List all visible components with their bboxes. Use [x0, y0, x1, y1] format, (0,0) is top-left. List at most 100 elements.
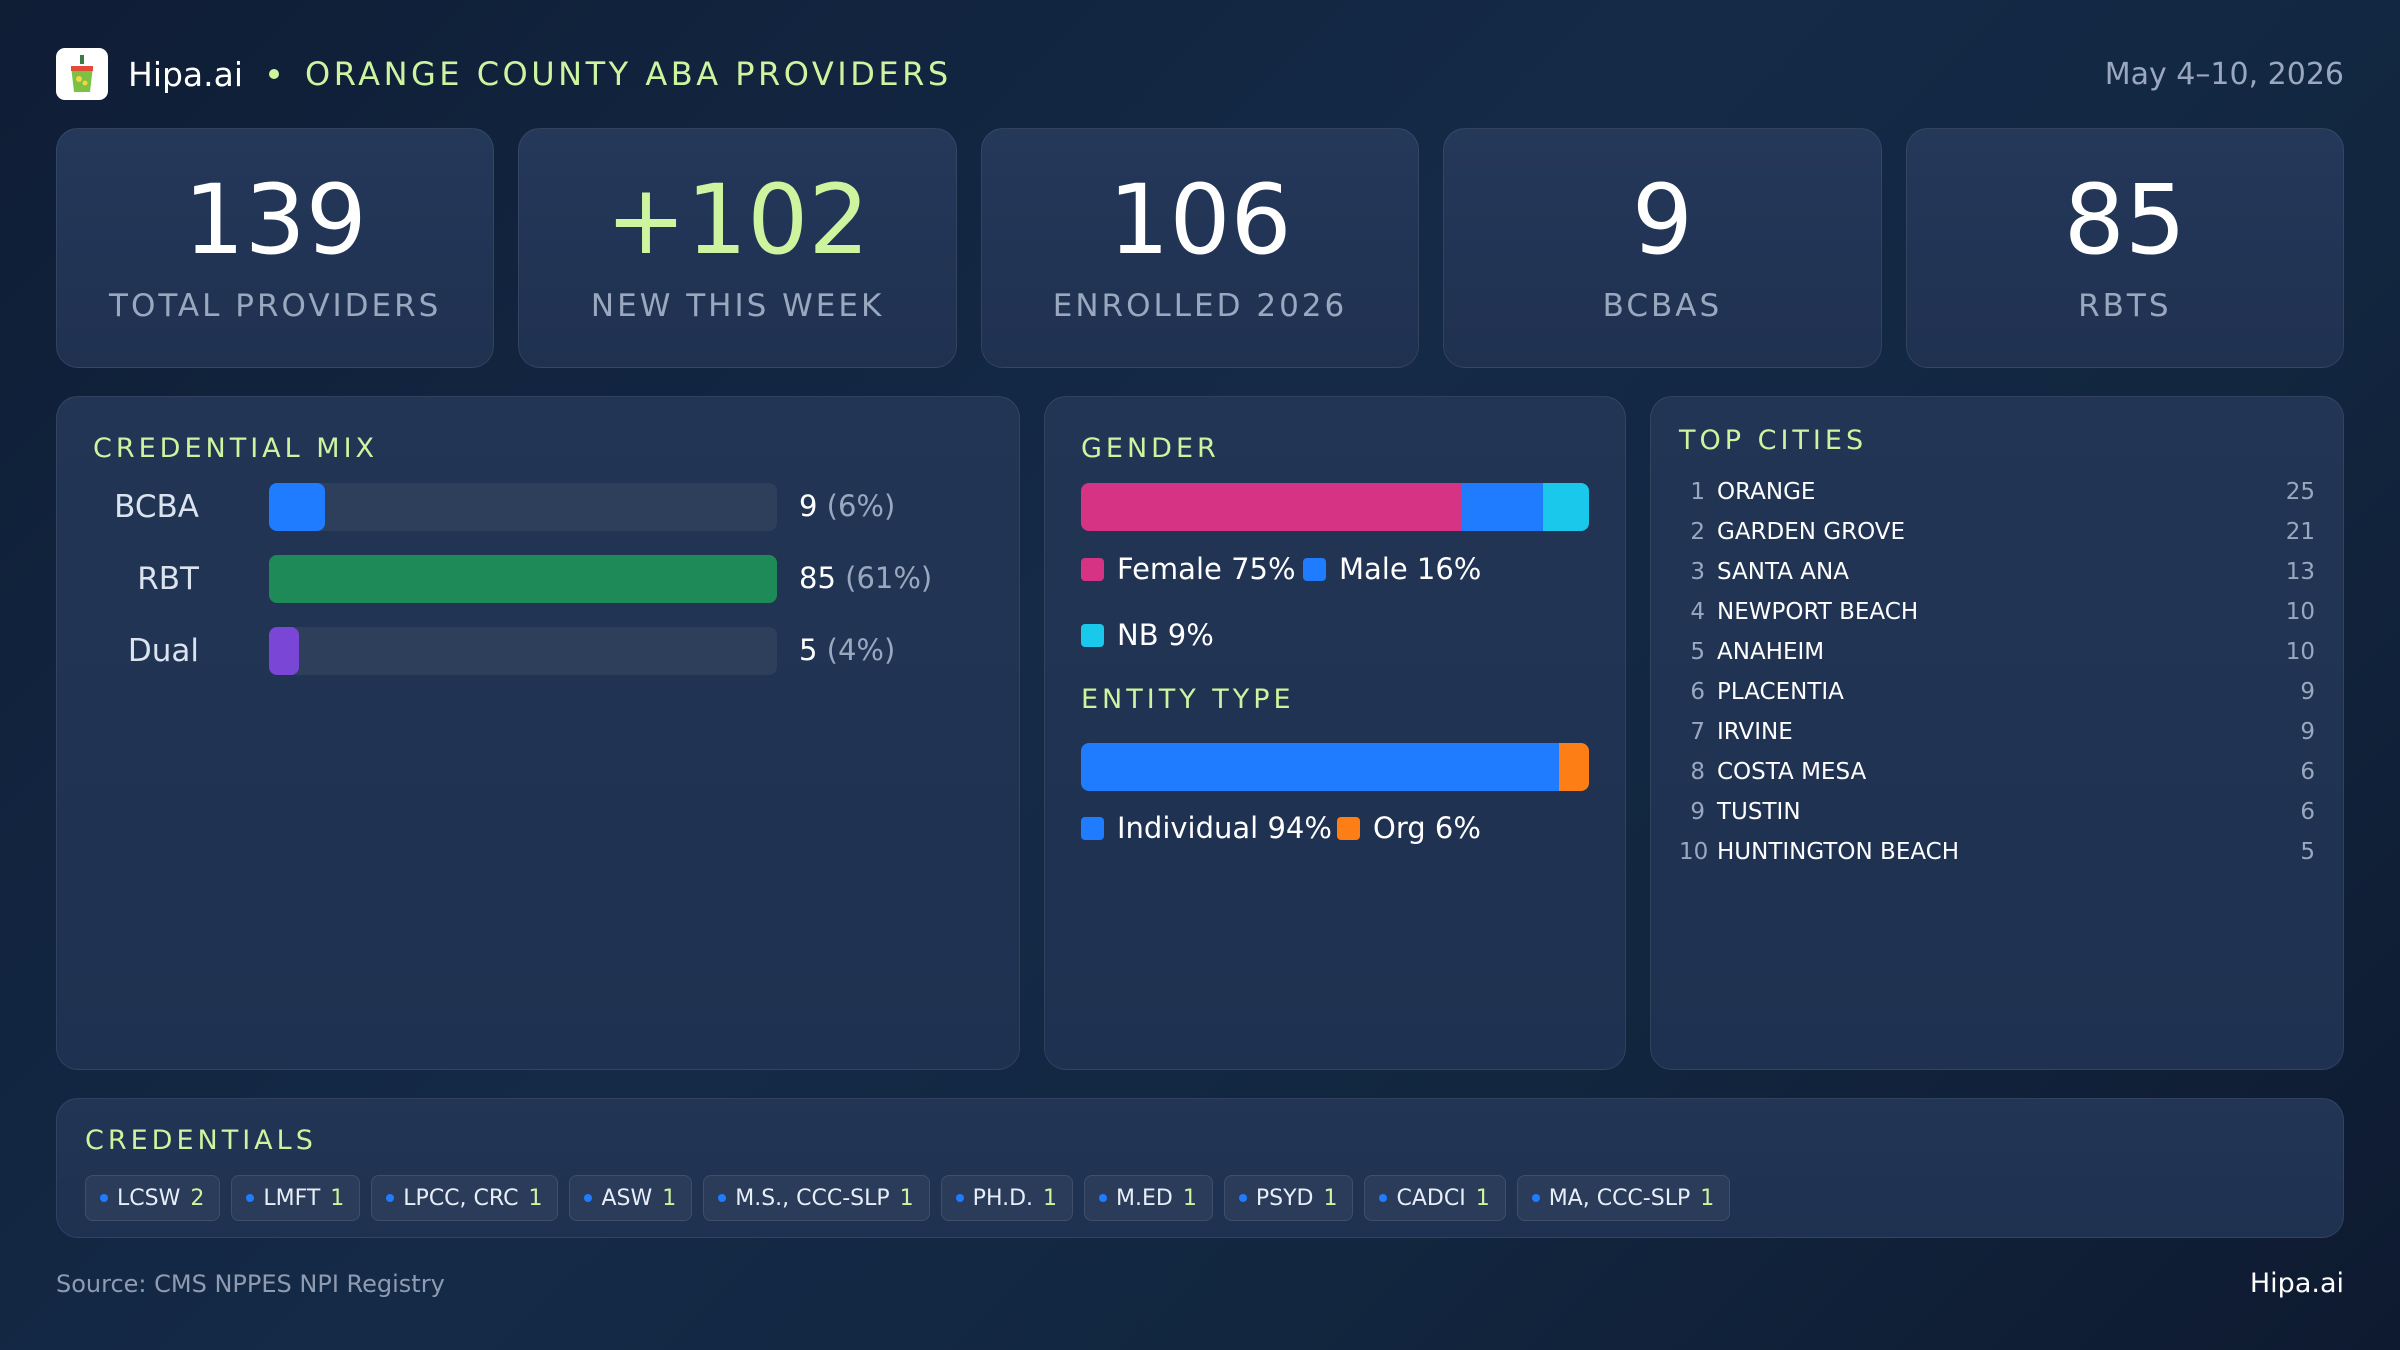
legend-label: Org 6%: [1373, 811, 1481, 845]
chip-count: 1: [662, 1185, 677, 1211]
kpi-rbts: 85 RBTS: [1905, 128, 2345, 368]
top-cities-panel: TOP CITIES 1 ORANGE 25 2 GARDEN GROVE 21 3 SA…: [1650, 396, 2344, 1070]
footer-brand: Hipa.ai: [2249, 1268, 2344, 1299]
chip-count: 1: [1700, 1185, 1715, 1211]
credential-percent: (61%): [845, 561, 933, 595]
chip-name: LMFT: [263, 1185, 321, 1211]
chip-name: PSYD: [1255, 1185, 1314, 1211]
legend-swatch: [1303, 557, 1326, 581]
chip-dot-icon: [1531, 1194, 1540, 1202]
city-row: 8 COSTA MESA 6: [1679, 759, 2315, 799]
kpi-label: TOTAL PROVIDERS: [109, 288, 442, 324]
credential-chip: ASW 1: [569, 1175, 693, 1221]
city-row: 1 ORANGE 25: [1679, 479, 2315, 519]
bar-track: [269, 627, 777, 675]
chip-dot-icon: [1099, 1194, 1108, 1202]
chip-count: 1: [330, 1185, 345, 1211]
credential-name: Dual: [127, 633, 199, 669]
legend-label: Female 75%: [1117, 552, 1296, 586]
kpi-bcbas: 9 BCBAS: [1443, 128, 1882, 368]
credential-count: 9: [799, 489, 818, 523]
panel-title: CREDENTIALS: [85, 1125, 317, 1156]
city-row: 3 SANTA ANA 13: [1679, 559, 2315, 599]
city-row: 5 ANAHEIM 10: [1679, 639, 2315, 679]
drink-logo-icon: [56, 48, 108, 100]
credentials-panel: CREDENTIALS LCSW 2 LMFT 1 LPCC, CRC 1 ASW 1 …: [56, 1098, 2344, 1238]
city-rank: 4: [1690, 599, 1705, 625]
credential-chip: LMFT 1: [231, 1175, 361, 1221]
credential-chip: PH.D. 1: [940, 1175, 1074, 1221]
panel-title: TOP CITIES: [1679, 425, 1868, 456]
gender-segment-female: [1081, 483, 1462, 531]
credential-percent: (4%): [826, 633, 896, 667]
credential-count: 5: [799, 633, 818, 667]
city-name: PLACENTIA: [1717, 679, 1844, 705]
city-name: SANTA ANA: [1717, 559, 1849, 585]
page-title: ORANGE COUNTY ABA PROVIDERS: [305, 55, 952, 93]
kpi-label: RBTS: [2078, 288, 2172, 324]
city-rank: 5: [1690, 639, 1705, 665]
gender-stacked-bar: [1081, 483, 1589, 531]
chip-count: 1: [1323, 1185, 1338, 1211]
city-count: 21: [2285, 519, 2315, 545]
city-name: GARDEN GROVE: [1717, 519, 1906, 545]
credential-name: BCBA: [114, 489, 199, 525]
city-row: 9 TUSTIN 6: [1679, 799, 2315, 839]
city-count: 6: [2300, 799, 2315, 825]
city-row: 2 GARDEN GROVE 21: [1679, 519, 2315, 559]
chip-name: CADCI: [1396, 1185, 1466, 1211]
chip-name: PH.D.: [972, 1185, 1034, 1211]
chip-dot-icon: [100, 1194, 108, 1202]
chip-dot-icon: [955, 1194, 964, 1202]
chip-count: 1: [528, 1185, 543, 1211]
chip-count: 1: [1043, 1185, 1058, 1211]
credential-bars: BCBA 9 (6%) RBT 85 (61%) Dual 5 (4%): [113, 483, 1021, 683]
legend-label: Individual 94%: [1117, 811, 1332, 845]
credential-count: 85: [799, 561, 836, 595]
credential-chip: MA, CCC-SLP 1: [1516, 1175, 1731, 1221]
kpi-label: BCBAS: [1602, 288, 1723, 324]
city-rank: 6: [1690, 679, 1705, 705]
city-rank: 1: [1690, 479, 1705, 505]
gender-segment-nb: [1543, 483, 1589, 531]
entity-segment-org: [1558, 743, 1589, 791]
kpi-row: 139 TOTAL PROVIDERS +102 NEW THIS WEEK 1…: [56, 128, 2345, 368]
kpi-value: +102: [605, 164, 870, 276]
city-count: 9: [2300, 679, 2315, 705]
kpi-label: ENROLLED 2026: [1052, 288, 1348, 324]
legend-org: Org 6%: [1337, 811, 1481, 845]
credential-chip: CADCI 1: [1364, 1175, 1506, 1221]
credential-row-dual: Dual 5 (4%): [113, 627, 1021, 675]
credential-mix-panel: CREDENTIAL MIX BCBA 9 (6%) RBT 85 (61%) …: [56, 396, 1020, 1070]
legend-individual: Individual 94%: [1081, 811, 1332, 845]
city-rank: 8: [1690, 759, 1705, 785]
city-count: 13: [2285, 559, 2315, 585]
credential-chip: M.S., CCC-SLP 1: [703, 1175, 930, 1221]
bar-track: [269, 555, 777, 603]
entity-type-title: ENTITY TYPE: [1081, 684, 1295, 715]
city-row: 7 IRVINE 9: [1679, 719, 2315, 759]
legend-label: NB 9%: [1117, 618, 1214, 652]
credential-row-rbt: RBT 85 (61%): [113, 555, 1021, 603]
city-name: NEWPORT BEACH: [1717, 599, 1919, 625]
city-count: 9: [2300, 719, 2315, 745]
city-name: HUNTINGTON BEACH: [1717, 839, 1960, 865]
chip-name: MA, CCC-SLP: [1548, 1185, 1691, 1211]
credential-name: RBT: [137, 561, 199, 597]
city-row: 4 NEWPORT BEACH 10: [1679, 599, 2315, 639]
credential-chip: LPCC, CRC 1: [371, 1175, 559, 1221]
city-count: 10: [2285, 639, 2315, 665]
kpi-new-this-week: +102 NEW THIS WEEK: [518, 128, 957, 368]
kpi-total-providers: 139 TOTAL PROVIDERS: [56, 128, 495, 368]
header: Hipa.ai ORANGE COUNTY ABA PROVIDERS May …: [56, 46, 2344, 102]
legend-female: Female 75%: [1081, 552, 1296, 586]
chip-count: 2: [190, 1185, 205, 1211]
brand-name: Hipa.ai: [128, 54, 244, 94]
city-rank: 10: [1679, 839, 1709, 865]
city-name: ANAHEIM: [1717, 639, 1825, 665]
chip-name: LPCC, CRC: [403, 1185, 519, 1211]
chip-dot-icon: [386, 1194, 395, 1202]
kpi-value: 9: [1631, 164, 1693, 276]
entity-segment-individual: [1081, 743, 1559, 791]
separator-dot: [269, 69, 280, 79]
